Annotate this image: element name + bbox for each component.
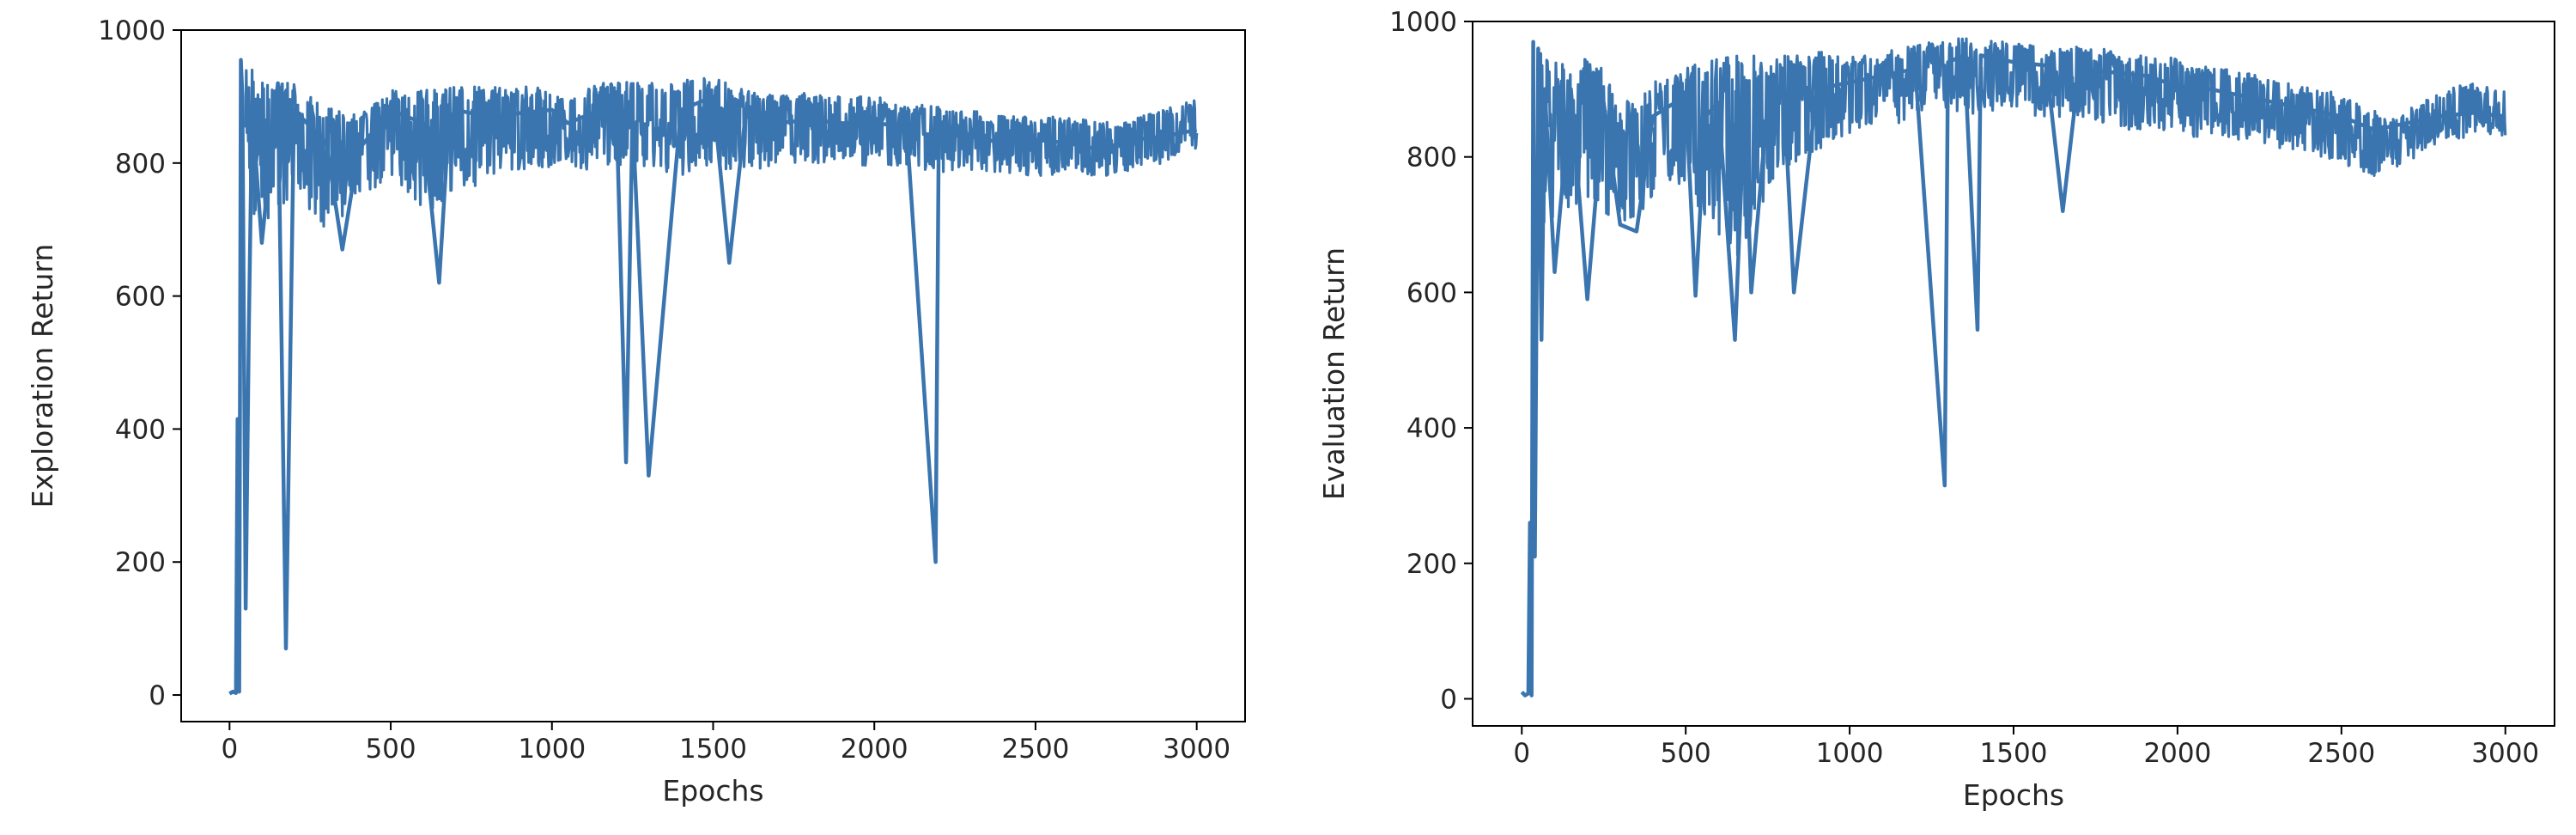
x-tick-label: 3000 xyxy=(1163,734,1230,765)
x-tick-label: 2000 xyxy=(2143,738,2211,769)
series-band-line xyxy=(1536,37,2507,257)
x-tick-label: 2000 xyxy=(841,734,908,765)
evaluation-return-chart: 0 500 1000 1500 2000 2500 3000 0 200 400 600 800 100… xyxy=(1288,0,2576,835)
exploration-return-plot: 0 500 1000 1500 2000 2500 3000 0 200 400 600 800 100… xyxy=(26,15,1246,808)
y-tick-label: 600 xyxy=(1406,277,1457,308)
x-tick-label: 2500 xyxy=(2307,738,2375,769)
x-tick-label: 2500 xyxy=(1002,734,1070,765)
exploration-return-chart: 0 500 1000 1500 2000 2500 3000 0 200 400 600 800 100… xyxy=(26,15,1246,808)
y-axis-label: Evaluation Return xyxy=(1317,247,1351,500)
x-axis-label: Epochs xyxy=(662,774,763,808)
x-tick-label: 500 xyxy=(365,734,416,765)
y-tick-label: 200 xyxy=(115,547,166,578)
x-tick-label: 1500 xyxy=(679,734,747,765)
series-line xyxy=(228,58,1198,696)
y-tick-label: 1000 xyxy=(1389,7,1457,38)
x-tick-label: 500 xyxy=(1661,738,1711,769)
y-tick-label: 400 xyxy=(1406,413,1457,444)
y-axis-label: Exploration Return xyxy=(26,244,59,509)
x-tick-label: 0 xyxy=(1513,738,1530,769)
y-tick-label: 200 xyxy=(1406,549,1457,580)
plot-area xyxy=(228,58,1199,696)
y-tick-label: 800 xyxy=(115,149,166,180)
x-tick-label: 1500 xyxy=(1980,738,2048,769)
series-band-line xyxy=(244,68,1199,228)
x-tick-label: 1000 xyxy=(1816,738,1884,769)
x-tick-label: 1000 xyxy=(518,734,586,765)
x-axis-label: Epochs xyxy=(1963,778,2064,812)
y-tick-label: 800 xyxy=(1406,143,1457,174)
evaluation-return-plot: 0 500 1000 1500 2000 2500 3000 0 200 400 600 800 100… xyxy=(1317,7,2555,812)
y-tick-label: 1000 xyxy=(98,15,166,46)
x-tick-label: 3000 xyxy=(2471,738,2539,769)
y-tick-label: 400 xyxy=(115,414,166,445)
y-tick-label: 0 xyxy=(1440,684,1457,715)
y-tick-label: 600 xyxy=(115,282,166,313)
series-line xyxy=(1520,40,2506,698)
x-tick-label: 0 xyxy=(221,734,238,765)
plot-area xyxy=(1520,37,2507,698)
y-tick-label: 0 xyxy=(149,680,166,711)
